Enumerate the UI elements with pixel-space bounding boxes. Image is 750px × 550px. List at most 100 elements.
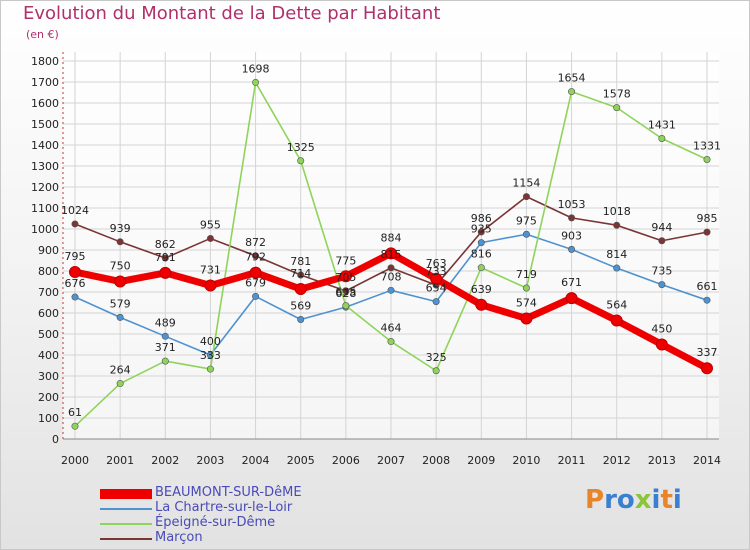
y-tick-label: 700 [38, 286, 59, 299]
data-point [342, 302, 350, 310]
x-tick-label: 2009 [467, 454, 495, 467]
data-point [297, 157, 305, 165]
y-tick-label: 1300 [31, 160, 59, 173]
data-label: 654 [426, 282, 447, 295]
y-tick-label: 1800 [31, 55, 59, 68]
data-label: 862 [155, 238, 176, 251]
data-point [565, 292, 578, 305]
data-point [387, 264, 395, 272]
data-label: 708 [381, 270, 402, 283]
data-label: 264 [110, 364, 131, 377]
legend-item-beaumont: BEAUMONT-SUR-DêME [100, 485, 360, 501]
x-tick-label: 2008 [422, 454, 450, 467]
x-tick-label: 2003 [196, 454, 224, 467]
data-point [568, 245, 576, 253]
data-label: 661 [697, 280, 718, 293]
data-label: 775 [335, 254, 356, 267]
data-point [161, 332, 169, 340]
data-label: 325 [426, 351, 447, 364]
data-label: 719 [516, 268, 537, 281]
data-label: 1154 [512, 177, 540, 190]
data-point [249, 266, 262, 279]
data-point [161, 254, 169, 262]
y-tick-label: 500 [38, 328, 59, 341]
data-point [69, 266, 81, 279]
data-label: 676 [65, 277, 86, 290]
data-label: 903 [561, 229, 582, 242]
legend-swatch-beaumont [100, 489, 152, 499]
y-tick-label: 1000 [31, 223, 59, 236]
data-point [252, 292, 260, 300]
data-point [297, 316, 305, 324]
data-point [432, 367, 440, 375]
data-point [613, 264, 621, 272]
data-label: 1325 [287, 141, 315, 154]
data-point [116, 238, 124, 246]
data-point [114, 275, 127, 288]
data-label: 975 [516, 214, 537, 227]
data-label: 639 [471, 283, 492, 296]
data-label: 733 [426, 265, 447, 278]
data-point [703, 296, 711, 304]
data-point [613, 221, 621, 229]
data-point [71, 422, 79, 430]
data-label: 791 [155, 251, 176, 264]
data-label: 792 [245, 251, 266, 264]
x-tick-label: 2013 [648, 454, 676, 467]
data-point [387, 286, 395, 294]
data-label: 731 [200, 263, 221, 276]
x-tick-label: 2006 [332, 454, 360, 467]
data-label: 705 [335, 271, 356, 284]
data-label: 671 [561, 276, 582, 289]
proxiti-logo: Proxiti [585, 485, 682, 515]
data-point [342, 287, 350, 295]
data-label: 450 [651, 323, 672, 336]
legend-swatch-la-chartre [100, 508, 152, 510]
data-label: 579 [110, 297, 131, 310]
x-tick-label: 2000 [61, 454, 89, 467]
data-point [568, 88, 576, 96]
data-point [477, 228, 485, 236]
y-tick-label: 200 [38, 391, 59, 404]
legend-item-la-chartre: La Chartre-sur-le-Loir [100, 500, 360, 516]
data-point [655, 338, 668, 351]
data-label: 1018 [603, 205, 631, 218]
legend-swatch-marcon [100, 538, 152, 540]
data-label: 884 [381, 231, 402, 244]
data-point [206, 234, 214, 242]
data-point [71, 293, 79, 301]
data-point [477, 264, 485, 272]
data-point [522, 230, 530, 238]
data-point [204, 279, 217, 292]
x-tick-label: 2010 [512, 454, 540, 467]
x-tick-label: 2004 [242, 454, 270, 467]
data-point [432, 298, 440, 306]
data-label: 750 [110, 260, 131, 273]
data-label: 735 [651, 265, 672, 278]
legend-item-marcon: Marçon [100, 530, 360, 546]
data-label: 635 [335, 286, 356, 299]
y-tick-label: 1700 [31, 76, 59, 89]
data-label: 935 [471, 223, 492, 236]
legend-label-epeigne: Épeigné-sur-Dême [155, 515, 276, 530]
data-point [71, 220, 79, 228]
data-label: 816 [471, 248, 492, 261]
data-label: 679 [245, 276, 266, 289]
y-tick-label: 900 [38, 244, 59, 257]
y-tick-label: 0 [52, 433, 59, 446]
data-label: 564 [606, 299, 627, 312]
data-point [206, 365, 214, 373]
y-tick-label: 400 [38, 349, 59, 362]
y-tick-label: 600 [38, 307, 59, 320]
data-label: 763 [426, 257, 447, 270]
data-point [610, 314, 623, 327]
x-tick-label: 2007 [377, 454, 405, 467]
legend: BEAUMONT-SUR-DêME La Chartre-sur-le-Loir… [100, 485, 360, 546]
data-label: 872 [245, 236, 266, 249]
data-point [522, 193, 530, 201]
data-point [116, 313, 124, 321]
data-label: 1431 [648, 118, 676, 131]
data-point [294, 283, 307, 296]
data-label: 569 [290, 300, 311, 313]
data-label: 1331 [693, 139, 721, 152]
